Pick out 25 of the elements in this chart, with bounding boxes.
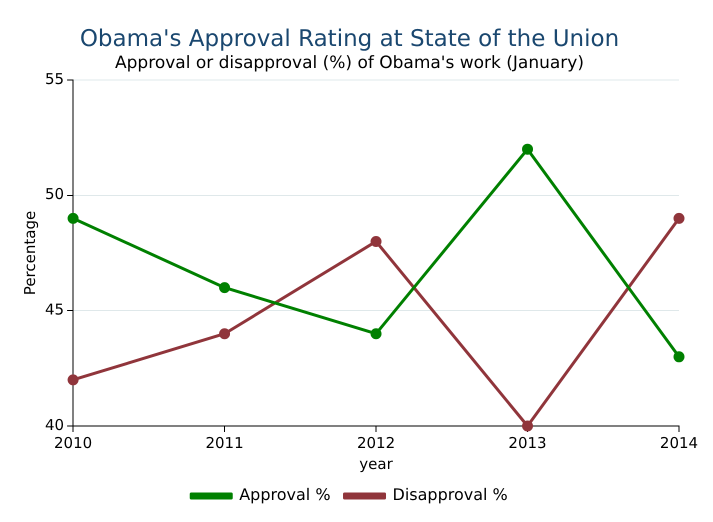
point	[68, 212, 79, 224]
point	[219, 282, 230, 294]
point	[674, 351, 684, 362]
x-axis-title: year	[359, 454, 394, 473]
point	[370, 328, 382, 340]
legend-label: Disapproval %	[392, 485, 508, 504]
x-tick-label: 2012	[356, 434, 396, 452]
x-tick-label: 2013	[508, 434, 547, 452]
y-tick-label: 50	[44, 185, 64, 204]
point	[68, 374, 79, 386]
point	[522, 144, 534, 155]
point	[370, 236, 382, 247]
y-tick-label: 45	[44, 300, 64, 319]
chart-title: Obama's Approval Rating at State of the Union	[80, 26, 620, 52]
point	[522, 420, 534, 432]
point	[219, 328, 230, 340]
y-axis-title: Percentage	[20, 210, 39, 296]
y-tick-label: 55	[44, 70, 64, 88]
x-tick-label: 2014	[660, 434, 698, 452]
x-tick-label: 2010	[54, 434, 92, 452]
chart-subtitle: Approval or disapproval (%) of Obama's work (January)	[115, 53, 584, 74]
legend-label: Approval %	[239, 485, 331, 504]
y-tick-label: 40	[44, 416, 64, 434]
point	[674, 212, 684, 224]
x-tick-label: 2011	[205, 434, 244, 452]
